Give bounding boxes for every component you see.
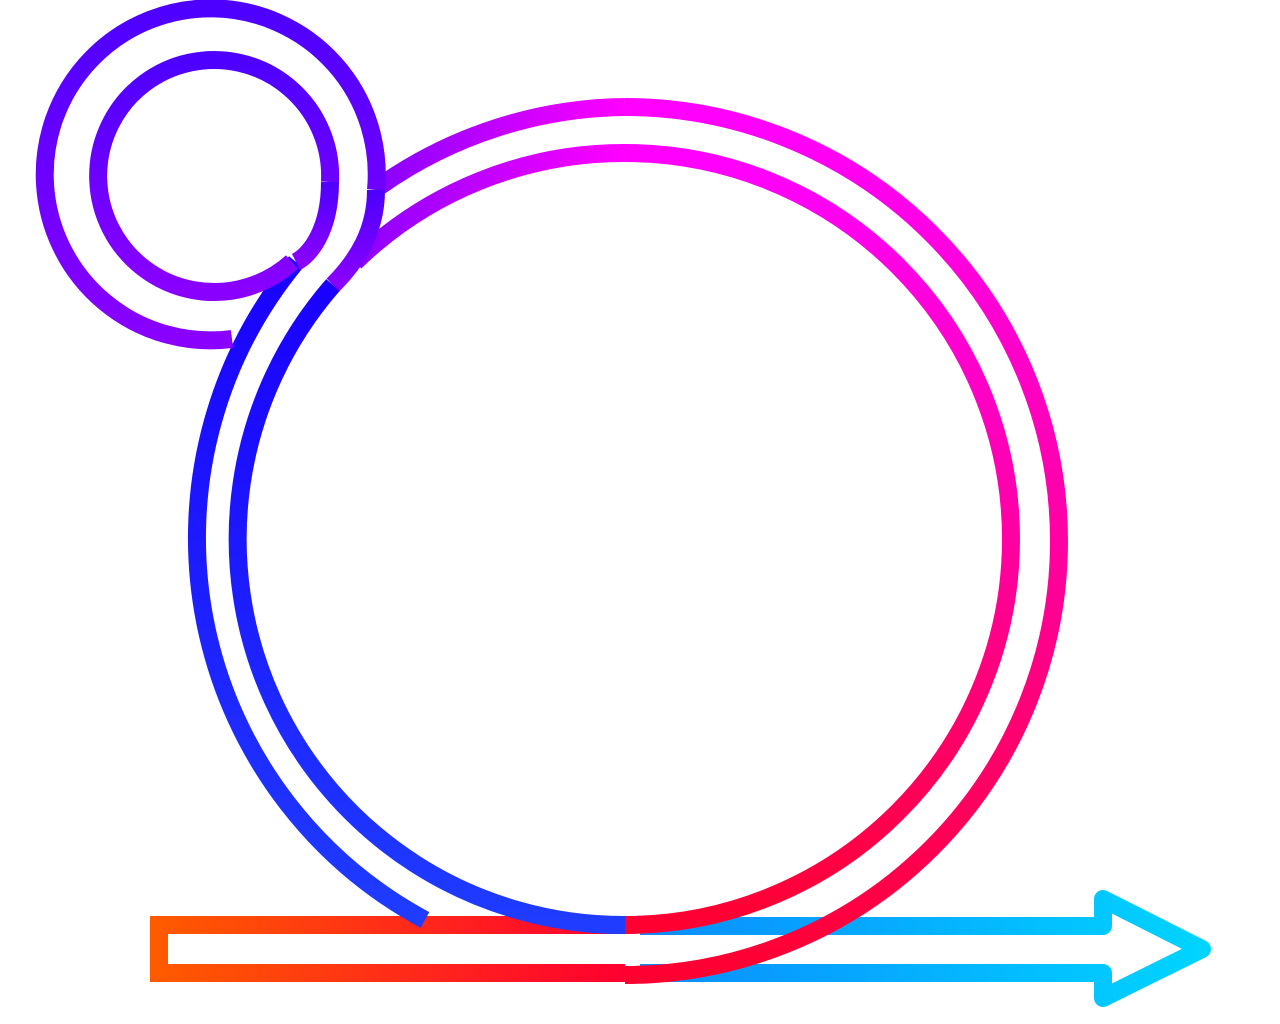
- small-ring-outer: [35, 0, 386, 350]
- arrow-outline: [640, 890, 1211, 1007]
- loop-outer-top: [374, 98, 626, 194]
- bottom-bar-outline: [150, 916, 625, 982]
- arrow-right-icon: [640, 890, 1211, 1007]
- bar-icon: [150, 916, 625, 982]
- loop-outer-right: [624, 98, 1068, 984]
- ring-icon: [35, 0, 386, 350]
- loop-inner-right: [624, 144, 1020, 934]
- small-ring-inner: [89, 51, 340, 301]
- small-ring-outer-connector: [326, 189, 385, 292]
- loop-outer-left: [188, 256, 430, 928]
- loop-icon: [188, 98, 1068, 984]
- loop-inner-top: [348, 143, 626, 269]
- small-ring-connector: [291, 181, 339, 271]
- loop-inner-left: [228, 279, 626, 935]
